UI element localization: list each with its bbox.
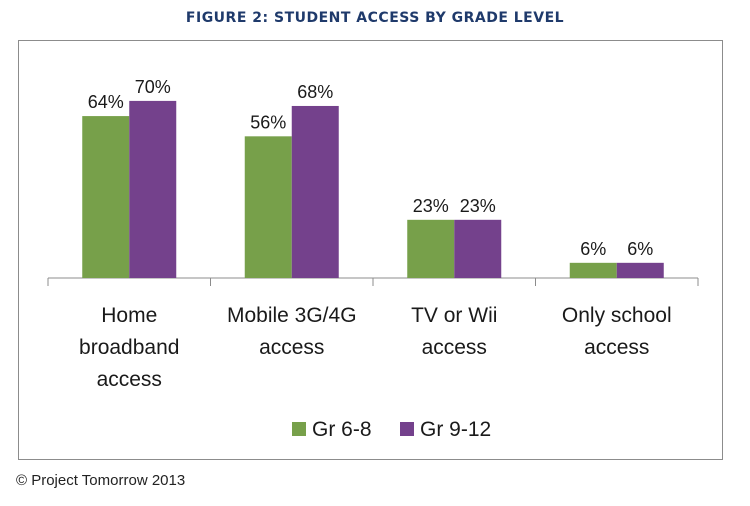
category-label: TV or Wii <box>411 304 497 327</box>
data-label: 23% <box>460 196 496 216</box>
data-label: 6% <box>627 239 653 259</box>
bar-gr9-12 <box>291 105 339 279</box>
data-label: 68% <box>297 82 333 102</box>
bar-gr6-8 <box>82 116 130 278</box>
data-label: 56% <box>250 112 286 132</box>
legend-swatch <box>292 422 306 436</box>
legend-label: Gr 6-8 <box>312 418 372 441</box>
category-label: broadband <box>79 336 179 359</box>
bar-gr6-8 <box>407 219 455 278</box>
legend-label: Gr 9-12 <box>420 418 491 441</box>
category-label: Only school <box>562 304 672 327</box>
category-label: Home <box>101 304 157 327</box>
bar-gr9-12 <box>616 262 664 278</box>
category-label: access <box>259 336 324 359</box>
category-label: access <box>584 336 649 359</box>
category-label: access <box>422 336 487 359</box>
data-label: 23% <box>413 196 449 216</box>
bar-gr6-8 <box>569 262 617 278</box>
chart-frame <box>18 40 723 460</box>
chart-title: FIGURE 2: STUDENT ACCESS BY GRADE LEVEL <box>185 10 565 26</box>
category-label: access <box>97 368 162 391</box>
bar-gr6-8 <box>244 136 292 278</box>
data-label: 64% <box>88 92 124 112</box>
bar-gr9-12 <box>454 219 502 278</box>
data-label: 6% <box>580 239 606 259</box>
copyright-credit: © Project Tomorrow 2013 <box>16 472 186 489</box>
category-label: Mobile 3G/4G <box>227 304 357 327</box>
bar-gr9-12 <box>129 100 177 279</box>
data-label: 70% <box>135 77 171 97</box>
legend-swatch <box>400 422 414 436</box>
